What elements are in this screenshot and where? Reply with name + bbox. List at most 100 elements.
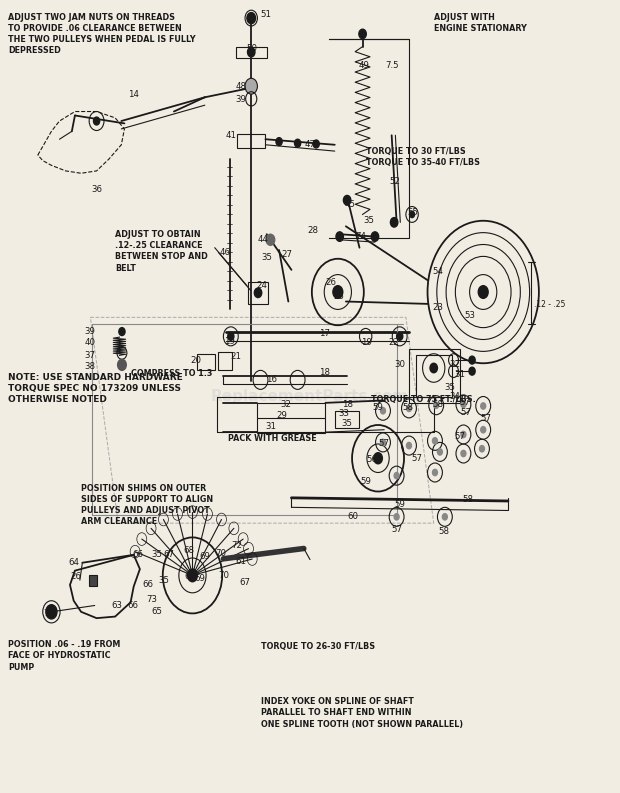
Text: 23: 23	[432, 304, 443, 312]
Text: 35: 35	[342, 419, 353, 428]
Circle shape	[333, 285, 343, 298]
Text: 63: 63	[112, 601, 123, 610]
Text: 60: 60	[348, 512, 359, 521]
Text: 48: 48	[235, 82, 246, 90]
Circle shape	[359, 29, 366, 39]
Circle shape	[438, 449, 443, 455]
Text: 28: 28	[307, 226, 318, 235]
Text: ADJUST TWO JAM NUTS ON THREADS
TO PROVIDE .06 CLEARANCE BETWEEN
THE TWO PULLEYS : ADJUST TWO JAM NUTS ON THREADS TO PROVID…	[8, 13, 196, 55]
Bar	[218, 352, 232, 370]
Text: 56: 56	[366, 455, 378, 465]
Text: 57: 57	[411, 454, 422, 463]
Text: PACK WITH GREASE: PACK WITH GREASE	[228, 435, 317, 443]
Circle shape	[461, 431, 466, 438]
Text: 58: 58	[402, 403, 414, 412]
Text: 35: 35	[262, 254, 273, 262]
Text: 59: 59	[395, 500, 405, 508]
Circle shape	[294, 140, 301, 147]
Circle shape	[187, 569, 197, 582]
Circle shape	[94, 117, 100, 125]
Text: 52: 52	[390, 177, 401, 186]
Circle shape	[381, 439, 386, 446]
Text: 69: 69	[195, 574, 205, 583]
Circle shape	[343, 195, 351, 205]
Circle shape	[469, 367, 475, 375]
Text: 58: 58	[463, 495, 474, 504]
Text: 72: 72	[231, 541, 242, 550]
Text: 57: 57	[461, 408, 471, 417]
Text: 31: 31	[454, 370, 465, 379]
Circle shape	[434, 402, 439, 408]
Circle shape	[461, 450, 466, 457]
Text: 24: 24	[256, 282, 267, 290]
Text: ADJUST WITH
ENGINE STATIONARY: ADJUST WITH ENGINE STATIONARY	[434, 13, 526, 33]
Circle shape	[433, 469, 438, 476]
Circle shape	[118, 359, 126, 370]
Circle shape	[371, 232, 379, 241]
Text: 39: 39	[235, 95, 246, 104]
Text: TORQUE TO 30 FT/LBS
TORQUE TO 35-40 FT/LBS: TORQUE TO 30 FT/LBS TORQUE TO 35-40 FT/L…	[366, 147, 480, 167]
Circle shape	[478, 285, 488, 298]
Circle shape	[247, 13, 255, 24]
Text: 29: 29	[276, 411, 287, 420]
Text: 54: 54	[432, 267, 443, 276]
Circle shape	[407, 442, 412, 449]
Text: 59: 59	[373, 403, 384, 412]
Text: 50: 50	[246, 44, 257, 52]
Text: 57: 57	[459, 398, 470, 408]
Text: 47: 47	[304, 140, 316, 149]
Text: 18: 18	[342, 400, 353, 409]
Text: 16: 16	[266, 374, 277, 384]
Bar	[197, 354, 215, 370]
Text: 22: 22	[389, 338, 400, 347]
Text: 70: 70	[215, 549, 226, 557]
Text: 68: 68	[184, 546, 194, 555]
Text: 44: 44	[257, 236, 268, 244]
Text: 58: 58	[432, 400, 443, 409]
Text: TORQUE TO 75 FT./LBS.: TORQUE TO 75 FT./LBS.	[371, 395, 476, 404]
Text: 57: 57	[391, 525, 402, 534]
Circle shape	[410, 211, 415, 217]
Bar	[257, 403, 326, 433]
Bar	[409, 349, 459, 403]
Text: 38: 38	[84, 362, 95, 371]
Text: 25: 25	[333, 293, 344, 301]
Text: 59: 59	[360, 477, 371, 486]
Text: 67: 67	[239, 578, 250, 587]
Text: POSITION SHIMS ON OUTER
SIDES OF SUPPORT TO ALIGN
PULLEYS AND ADJUST PIVOT
ARM C: POSITION SHIMS ON OUTER SIDES OF SUPPORT…	[81, 484, 213, 526]
Circle shape	[247, 48, 255, 57]
Text: 45: 45	[344, 201, 355, 209]
Circle shape	[391, 217, 398, 227]
Bar	[236, 47, 267, 58]
Text: 73: 73	[146, 595, 157, 603]
Text: 32: 32	[280, 400, 291, 409]
Circle shape	[394, 473, 399, 479]
Circle shape	[479, 446, 484, 452]
Text: 30: 30	[395, 360, 406, 370]
Circle shape	[381, 408, 386, 414]
Circle shape	[461, 401, 466, 408]
Circle shape	[480, 427, 485, 433]
Circle shape	[374, 453, 383, 464]
Text: COMPRESS TO 1.3: COMPRESS TO 1.3	[131, 369, 212, 377]
Circle shape	[394, 514, 399, 520]
Text: 34: 34	[450, 392, 460, 401]
Text: 49: 49	[358, 61, 370, 70]
Circle shape	[430, 363, 438, 373]
Text: 39: 39	[84, 327, 95, 336]
Text: 67: 67	[164, 550, 174, 559]
Bar	[417, 355, 452, 396]
Text: 62: 62	[185, 573, 195, 581]
Text: NOTE: USE STANDARD HARDWARE
TORQUE SPEC NO 173209 UNLESS
OTHERWISE NOTED: NOTE: USE STANDARD HARDWARE TORQUE SPEC …	[8, 373, 183, 404]
Circle shape	[313, 140, 319, 148]
Text: 58: 58	[438, 527, 449, 535]
Text: 19: 19	[361, 338, 372, 347]
Text: 40: 40	[84, 338, 95, 347]
Text: 66: 66	[128, 601, 139, 610]
Text: 69: 69	[200, 552, 210, 561]
Text: 14: 14	[128, 90, 140, 98]
Text: POSITION .06 - .19 FROM
FACE OF HYDROSTATIC
PUMP: POSITION .06 - .19 FROM FACE OF HYDROSTA…	[8, 640, 120, 672]
Circle shape	[433, 438, 438, 444]
Bar	[248, 282, 268, 304]
Text: 66: 66	[143, 580, 153, 589]
